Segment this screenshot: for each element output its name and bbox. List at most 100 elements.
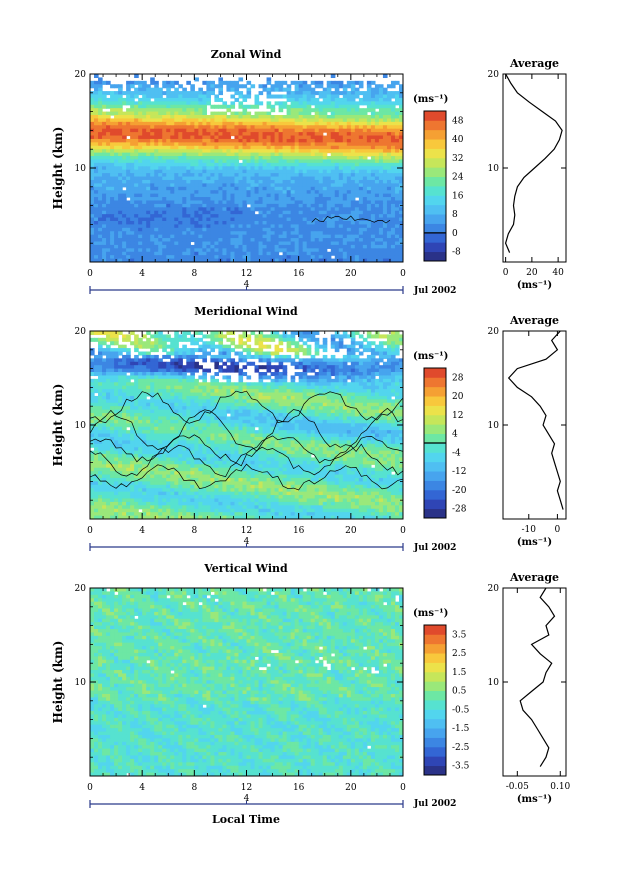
heatmap-cell	[278, 159, 284, 164]
heatmap-cell	[266, 149, 272, 154]
heatmap-cell	[250, 354, 256, 359]
heatmap-cell	[378, 241, 384, 246]
heatmap-cell	[102, 179, 107, 184]
heatmap-cell	[390, 176, 396, 181]
heatmap-cell	[390, 334, 396, 339]
heatmap-cell	[110, 224, 115, 229]
heatmap-cell	[346, 80, 352, 85]
heatmap-cell	[350, 183, 356, 188]
heatmap-cell	[242, 255, 248, 260]
heatmap-cell	[222, 193, 228, 198]
heatmap-cell	[238, 341, 244, 346]
heatmap-cell	[94, 337, 99, 342]
heatmap-cell	[218, 104, 224, 109]
heatmap-cell	[170, 197, 175, 202]
heatmap-cell	[330, 183, 336, 188]
heatmap-cell	[154, 115, 159, 120]
heatmap-cell	[358, 241, 364, 246]
heatmap-cell	[382, 203, 388, 208]
heatmap-cell	[306, 217, 312, 222]
heatmap-cell	[334, 220, 340, 225]
heatmap-cell	[354, 101, 360, 106]
heatmap-cell	[90, 162, 95, 167]
heatmap-cell	[366, 145, 372, 150]
heatmap-cell	[274, 244, 280, 249]
heatmap-cell	[382, 368, 388, 373]
heatmap-cell	[142, 344, 147, 349]
heatmap-cell	[346, 365, 352, 370]
heatmap-cell	[266, 156, 272, 161]
heatmap-cell	[342, 382, 348, 387]
heatmap-cell	[290, 331, 296, 336]
heatmap-cell	[186, 217, 191, 222]
heatmap-cell	[314, 101, 320, 106]
heatmap-cell	[330, 91, 336, 96]
heatmap-cell	[334, 227, 340, 232]
heatmap-cell	[194, 118, 199, 123]
heatmap-cell	[318, 104, 324, 109]
heatmap-cell	[246, 207, 252, 212]
heatmap-cell	[158, 104, 163, 109]
heatmap-cell	[318, 125, 324, 130]
heatmap-cell	[98, 337, 103, 342]
heatmap-cell	[182, 210, 187, 215]
heatmap-cell	[178, 365, 183, 370]
heatmap-cell	[322, 210, 328, 215]
heatmap-cell	[242, 135, 248, 140]
heatmap-cell	[214, 378, 220, 383]
heatmap-cell	[146, 200, 151, 205]
heatmap-cell	[346, 238, 352, 243]
heatmap-cell	[122, 200, 127, 205]
heatmap-cell	[326, 94, 332, 99]
heatmap-cell	[182, 115, 187, 120]
heatmap-cell	[314, 255, 320, 260]
heatmap-cell	[222, 197, 228, 202]
heatmap-cell	[114, 128, 119, 133]
heatmap-cell	[218, 135, 224, 140]
colorbar-label: 16	[452, 191, 464, 201]
heatmap-cell	[366, 334, 372, 339]
heatmap-cell	[366, 207, 372, 212]
heatmap-cell	[386, 128, 392, 133]
heatmap-cell	[322, 169, 328, 174]
heatmap-cell	[290, 108, 296, 113]
heatmap-cell	[178, 91, 183, 96]
heatmap-cell	[382, 251, 388, 256]
heatmap-cell	[146, 241, 151, 246]
heatmap-cell	[90, 258, 95, 262]
heatmap-cell	[354, 156, 360, 161]
heatmap-cell	[274, 101, 280, 106]
heatmap-cell	[158, 108, 163, 113]
heatmap-cell	[290, 91, 296, 96]
heatmap-cell	[174, 132, 179, 137]
heatmap-cell	[122, 251, 127, 256]
heatmap-cell	[290, 197, 296, 202]
heatmap-cell	[138, 125, 143, 130]
heatmap-cell	[122, 372, 127, 377]
heatmap-cell	[238, 179, 244, 184]
heatmap-cell	[98, 159, 103, 164]
heatmap-cell	[398, 220, 403, 225]
heatmap-cell	[386, 375, 392, 380]
heatmap-cell	[154, 108, 159, 113]
heatmap-cell	[90, 179, 95, 184]
heatmap-cell	[114, 210, 119, 215]
heatmap-cell	[162, 121, 167, 126]
heatmap-cell	[246, 344, 252, 349]
heatmap-cell	[250, 217, 256, 222]
heatmap-cell	[218, 337, 224, 342]
heatmap-cell	[394, 255, 400, 260]
heatmap-cell	[166, 244, 171, 249]
heatmap-cell	[386, 217, 392, 222]
heatmap-cell	[342, 334, 348, 339]
heatmap-cell	[390, 214, 396, 219]
heatmap-cell	[154, 166, 159, 171]
heatmap-cell	[234, 382, 240, 387]
heatmap-cell	[358, 128, 364, 133]
heatmap-cell	[222, 251, 228, 256]
heatmap-cell	[266, 258, 272, 262]
heatmap-cell	[166, 378, 171, 383]
heatmap-cell	[378, 193, 384, 198]
heatmap-cell	[230, 128, 236, 133]
heatmap-cell	[282, 94, 288, 99]
